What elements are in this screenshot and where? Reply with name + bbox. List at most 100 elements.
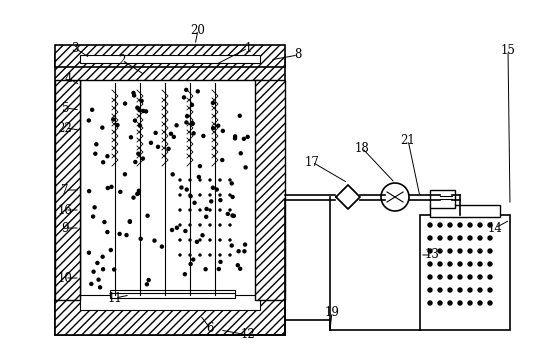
Circle shape: [428, 249, 432, 253]
Circle shape: [226, 213, 229, 215]
Text: 8: 8: [294, 48, 302, 61]
Circle shape: [185, 88, 188, 91]
Circle shape: [199, 194, 201, 196]
Circle shape: [428, 301, 432, 305]
Circle shape: [196, 90, 199, 93]
Circle shape: [244, 166, 247, 169]
Circle shape: [101, 126, 104, 129]
Circle shape: [448, 236, 452, 240]
Circle shape: [180, 186, 183, 189]
Circle shape: [154, 131, 157, 134]
Circle shape: [112, 118, 115, 121]
Circle shape: [95, 143, 98, 146]
Circle shape: [136, 106, 139, 109]
Circle shape: [101, 255, 104, 258]
Circle shape: [179, 254, 181, 256]
Circle shape: [234, 135, 236, 138]
Circle shape: [160, 245, 163, 248]
Bar: [110, 290, 235, 298]
Circle shape: [199, 239, 201, 241]
Circle shape: [488, 275, 492, 279]
Circle shape: [132, 196, 135, 199]
Circle shape: [172, 135, 175, 138]
Circle shape: [110, 185, 113, 188]
Text: 14: 14: [487, 222, 502, 234]
Circle shape: [219, 254, 221, 256]
Circle shape: [140, 99, 143, 102]
Circle shape: [146, 214, 149, 217]
Circle shape: [142, 109, 145, 112]
Text: 2: 2: [118, 53, 125, 66]
Circle shape: [458, 301, 462, 305]
Circle shape: [438, 249, 442, 253]
Circle shape: [94, 152, 97, 155]
Text: 7: 7: [61, 183, 69, 196]
Text: 21: 21: [401, 134, 415, 146]
Circle shape: [468, 223, 472, 227]
Circle shape: [438, 275, 442, 279]
Circle shape: [189, 239, 191, 241]
Circle shape: [219, 224, 221, 226]
Circle shape: [438, 262, 442, 266]
Circle shape: [199, 209, 201, 211]
Bar: [55, 55, 285, 335]
Circle shape: [102, 161, 105, 164]
Circle shape: [209, 224, 211, 226]
Circle shape: [116, 123, 119, 127]
Circle shape: [239, 152, 242, 155]
Bar: [430, 205, 500, 217]
Circle shape: [488, 288, 492, 292]
Circle shape: [199, 254, 201, 256]
Circle shape: [195, 240, 198, 243]
Circle shape: [138, 189, 140, 192]
Circle shape: [219, 194, 221, 196]
Circle shape: [123, 173, 127, 176]
Circle shape: [145, 283, 148, 286]
Text: 4: 4: [64, 71, 72, 84]
Circle shape: [179, 224, 181, 226]
Circle shape: [191, 122, 194, 125]
Circle shape: [189, 194, 191, 196]
Circle shape: [209, 179, 211, 181]
Circle shape: [96, 261, 99, 265]
Circle shape: [136, 192, 139, 196]
Circle shape: [134, 160, 137, 163]
Bar: [80, 55, 260, 63]
Circle shape: [133, 94, 135, 97]
Circle shape: [106, 230, 109, 234]
Text: 5: 5: [62, 102, 70, 115]
Circle shape: [229, 239, 231, 241]
Circle shape: [458, 288, 462, 292]
Circle shape: [244, 243, 246, 246]
Circle shape: [179, 194, 181, 196]
Circle shape: [132, 92, 135, 94]
Circle shape: [202, 134, 205, 137]
Text: 9: 9: [61, 222, 69, 234]
Circle shape: [128, 220, 132, 223]
Circle shape: [458, 249, 462, 253]
Circle shape: [478, 288, 482, 292]
Text: 1: 1: [244, 42, 251, 55]
Circle shape: [129, 136, 133, 139]
Circle shape: [106, 155, 109, 158]
Circle shape: [488, 262, 492, 266]
Circle shape: [478, 223, 482, 227]
Circle shape: [428, 223, 432, 227]
Circle shape: [478, 249, 482, 253]
Circle shape: [219, 209, 221, 211]
Circle shape: [229, 209, 231, 211]
Circle shape: [119, 190, 122, 194]
Bar: [430, 190, 455, 208]
Circle shape: [106, 187, 109, 190]
Circle shape: [238, 114, 241, 117]
Circle shape: [243, 250, 246, 253]
Circle shape: [205, 208, 208, 210]
Circle shape: [448, 249, 452, 253]
Circle shape: [209, 194, 211, 196]
Circle shape: [189, 254, 191, 256]
Circle shape: [478, 301, 482, 305]
Circle shape: [488, 223, 492, 227]
Circle shape: [189, 262, 192, 266]
Bar: [55, 45, 285, 67]
Circle shape: [153, 239, 156, 242]
